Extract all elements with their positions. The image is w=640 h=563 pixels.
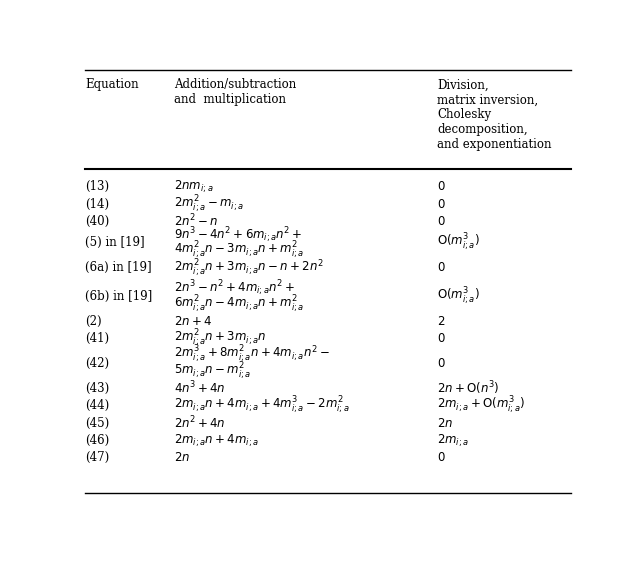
Text: $0$: $0$ <box>437 451 445 464</box>
Text: $2n^{2} + 4n$: $2n^{2} + 4n$ <box>174 415 226 431</box>
Text: (41): (41) <box>85 332 109 345</box>
Text: (43): (43) <box>85 382 109 395</box>
Text: $2m_{i;a}n + 4m_{i;a}$: $2m_{i;a}n + 4m_{i;a}$ <box>174 432 259 449</box>
Text: $\mathrm{O}(m_{i;a}^{3})$: $\mathrm{O}(m_{i;a}^{3})$ <box>437 232 480 253</box>
Text: $2m_{i;a}^{2}n + 3m_{i;a}n$: $2m_{i;a}^{2}n + 3m_{i;a}n$ <box>174 328 267 349</box>
Text: $0$: $0$ <box>437 215 445 228</box>
Text: $2$: $2$ <box>437 315 445 328</box>
Text: (6a) in [19]: (6a) in [19] <box>85 261 152 274</box>
Text: (2): (2) <box>85 315 102 328</box>
Text: $2nm_{i;a}$: $2nm_{i;a}$ <box>174 178 214 195</box>
Text: (47): (47) <box>85 451 109 464</box>
Text: $4n^{3} + 4n$: $4n^{3} + 4n$ <box>174 380 226 397</box>
Text: $2m_{i;a}^{3} + 8m_{i;a}^{2}n + 4m_{i;a}n^{2}-$: $2m_{i;a}^{3} + 8m_{i;a}^{2}n + 4m_{i;a}… <box>174 344 330 365</box>
Text: $4m_{i;a}^{2}n - 3m_{i;a}n + m_{i;a}^{2}$: $4m_{i;a}^{2}n - 3m_{i;a}n + m_{i;a}^{2}… <box>174 240 305 261</box>
Text: (14): (14) <box>85 198 109 211</box>
Text: $2m_{i;a}^{2}n + 3m_{i;a}n - n + 2n^{2}$: $2m_{i;a}^{2}n + 3m_{i;a}n - n + 2n^{2}$ <box>174 257 324 279</box>
Text: $2n$: $2n$ <box>437 417 453 430</box>
Text: (42): (42) <box>85 357 109 370</box>
Text: $0$: $0$ <box>437 332 445 345</box>
Text: (45): (45) <box>85 417 109 430</box>
Text: $0$: $0$ <box>437 180 445 193</box>
Text: Addition/subtraction
and  multiplication: Addition/subtraction and multiplication <box>174 78 296 106</box>
Text: $0$: $0$ <box>437 357 445 370</box>
Text: Division,
matrix inversion,
Cholesky
decomposition,
and exponentiation: Division, matrix inversion, Cholesky dec… <box>437 78 552 151</box>
Text: $2m_{i;a}$: $2m_{i;a}$ <box>437 432 469 449</box>
Text: $2n^{2} - n$: $2n^{2} - n$ <box>174 213 218 230</box>
Text: $6m_{i;a}^{2}n - 4m_{i;a}n + m_{i;a}^{2}$: $6m_{i;a}^{2}n - 4m_{i;a}n + m_{i;a}^{2}… <box>174 293 305 315</box>
Text: $5m_{i;a}n - m_{i;a}^{2}$: $5m_{i;a}n - m_{i;a}^{2}$ <box>174 360 252 382</box>
Text: (6b) in [19]: (6b) in [19] <box>85 290 152 303</box>
Text: (13): (13) <box>85 180 109 193</box>
Text: (40): (40) <box>85 215 109 228</box>
Text: (5) in [19]: (5) in [19] <box>85 236 145 249</box>
Text: $2n$: $2n$ <box>174 451 190 464</box>
Text: $2m_{i;a}n + 4m_{i;a} + 4m_{i;a}^{3} - 2m_{i;a}^{2}$: $2m_{i;a}n + 4m_{i;a} + 4m_{i;a}^{3} - 2… <box>174 395 350 417</box>
Text: $\mathrm{O}(m_{i;a}^{3})$: $\mathrm{O}(m_{i;a}^{3})$ <box>437 285 480 307</box>
Text: (46): (46) <box>85 434 109 447</box>
Text: $9n^{3} - 4n^{2} + 6m_{i;a}n^{2}+$: $9n^{3} - 4n^{2} + 6m_{i;a}n^{2}+$ <box>174 225 303 245</box>
Text: Equation: Equation <box>85 78 139 91</box>
Text: $2n + 4$: $2n + 4$ <box>174 315 212 328</box>
Text: $0$: $0$ <box>437 198 445 211</box>
Text: (44): (44) <box>85 399 109 412</box>
Text: $2n^{3} - n^{2} + 4m_{i;a}n^{2}+$: $2n^{3} - n^{2} + 4m_{i;a}n^{2}+$ <box>174 278 295 298</box>
Text: $0$: $0$ <box>437 261 445 274</box>
Text: $2n + \mathrm{O}(n^{3})$: $2n + \mathrm{O}(n^{3})$ <box>437 379 499 397</box>
Text: $2m_{i;a}^{2} - m_{i;a}$: $2m_{i;a}^{2} - m_{i;a}$ <box>174 193 244 215</box>
Text: $2m_{i;a} + \mathrm{O}(m_{i;a}^{3})$: $2m_{i;a} + \mathrm{O}(m_{i;a}^{3})$ <box>437 395 525 417</box>
